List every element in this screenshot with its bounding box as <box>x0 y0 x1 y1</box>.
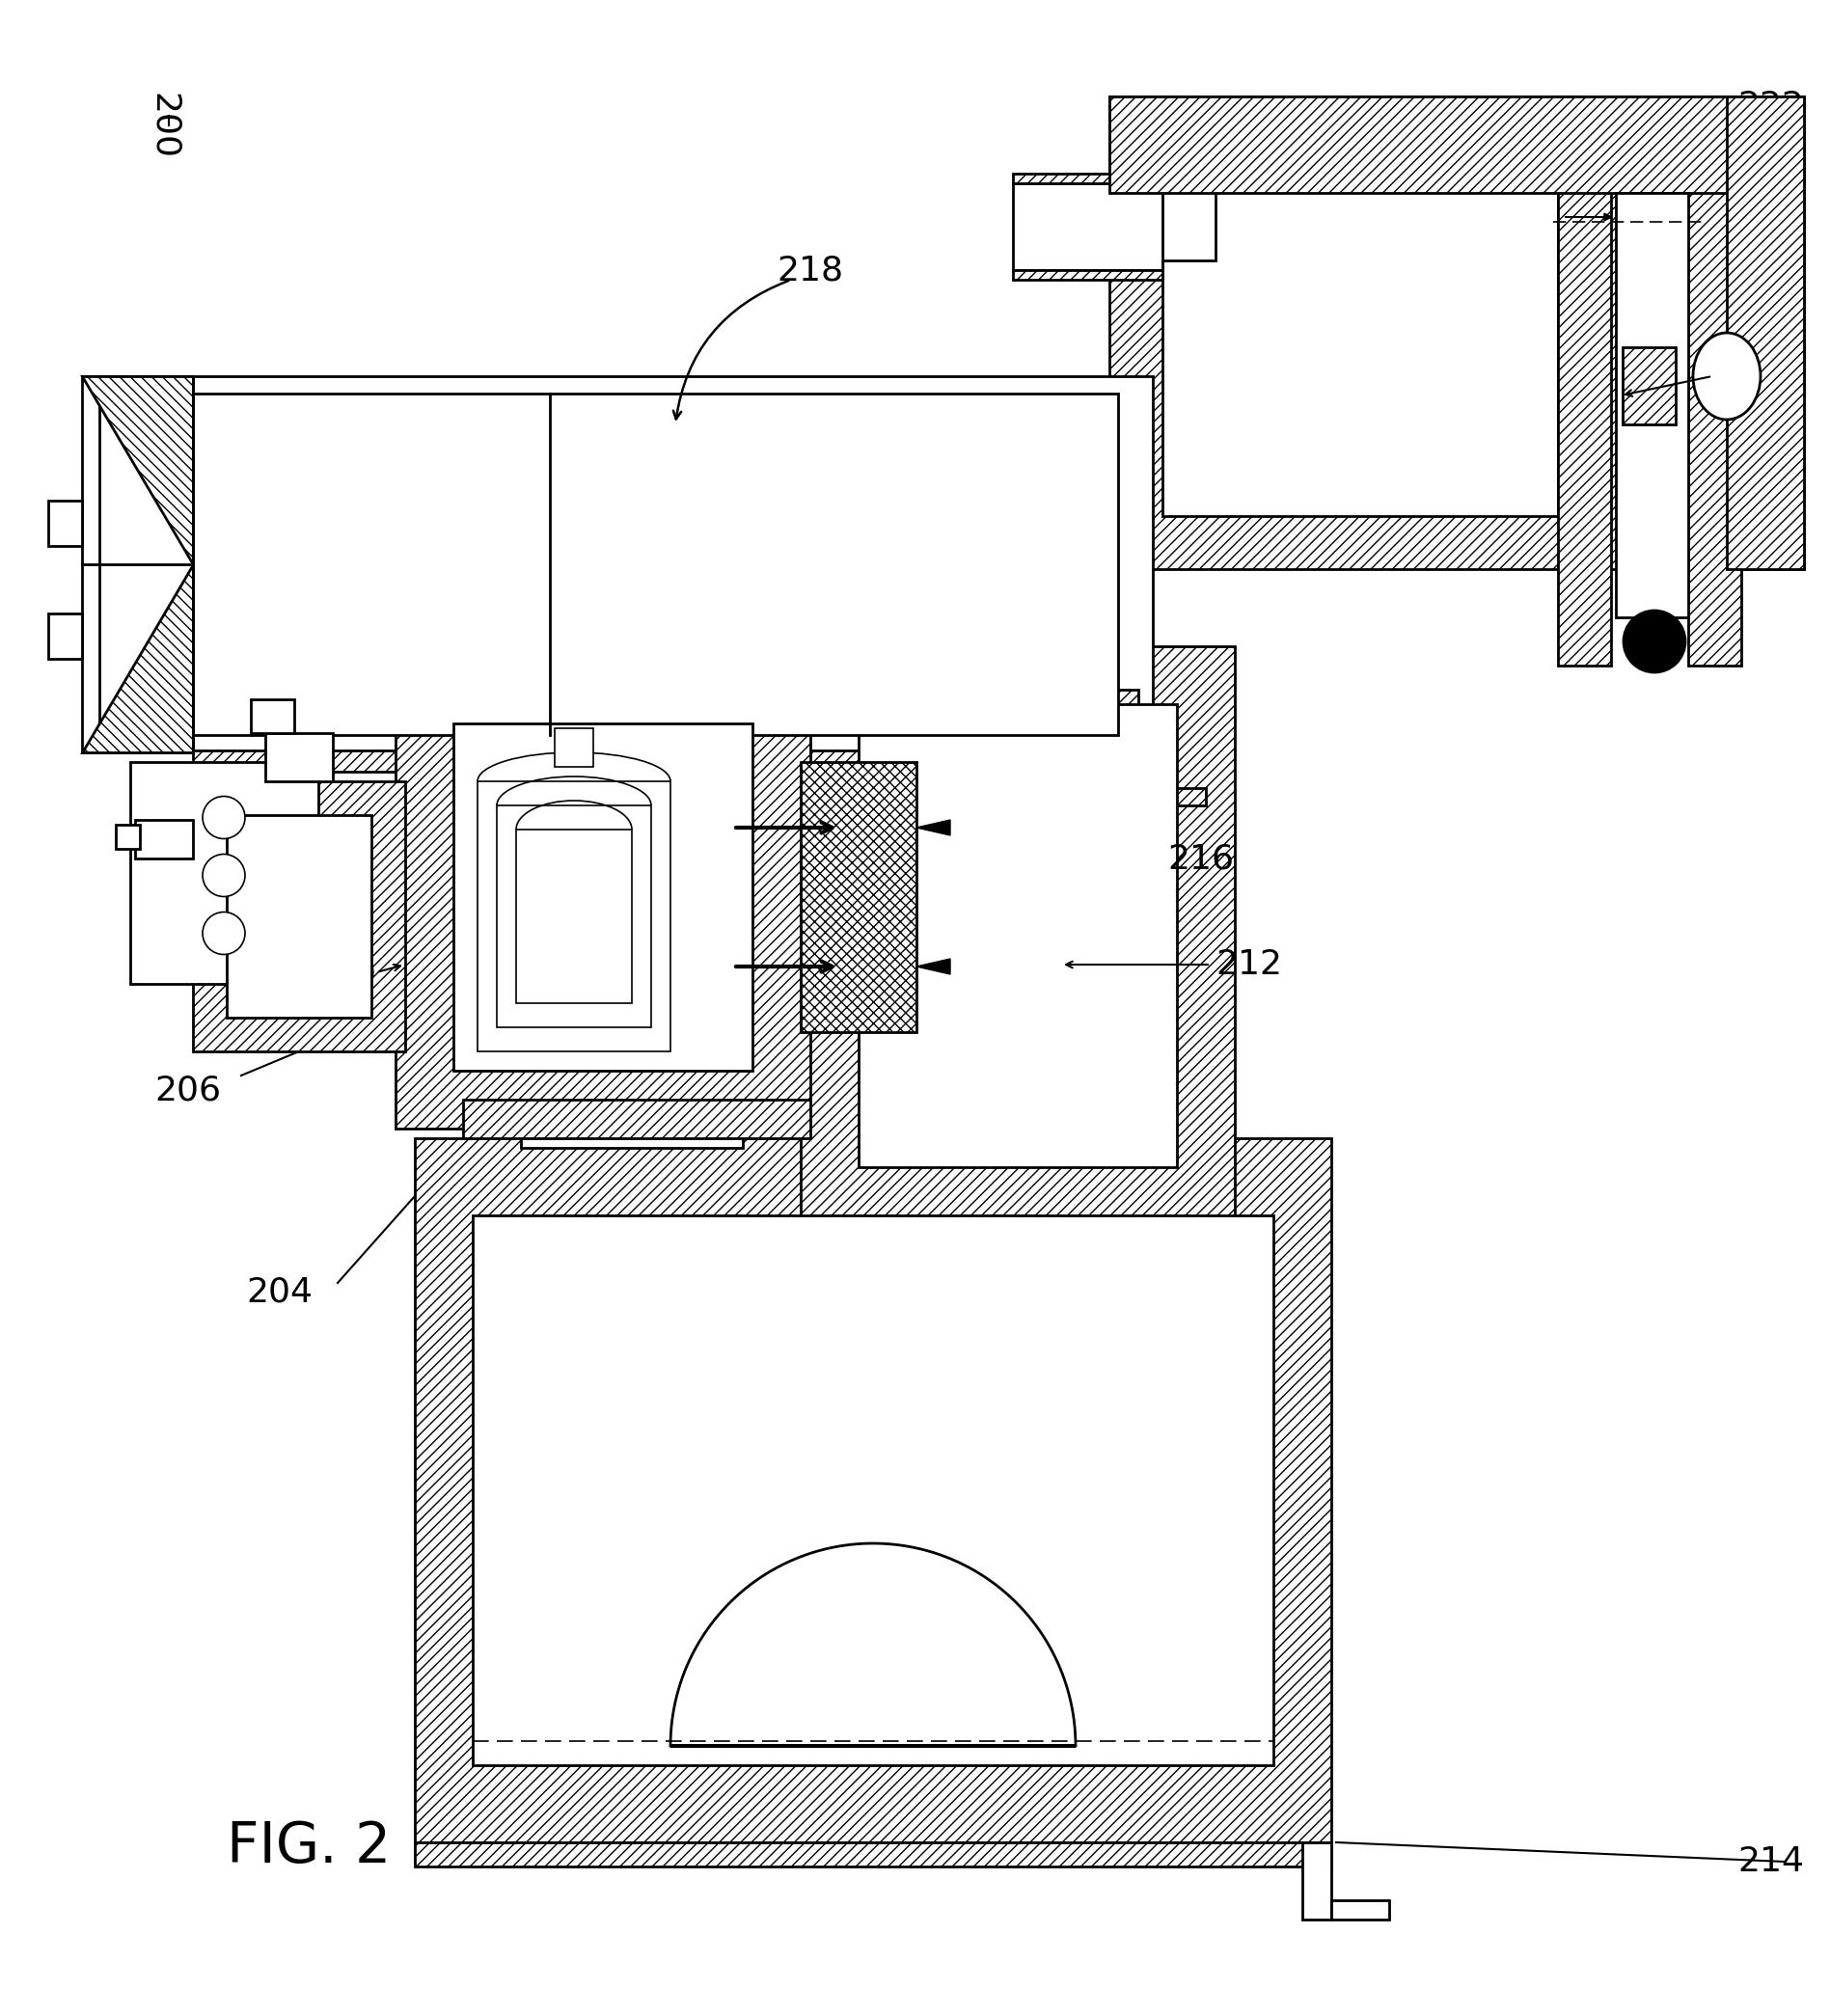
Circle shape <box>1623 611 1685 671</box>
Bar <box>48 613 82 659</box>
Bar <box>415 1139 1330 1843</box>
Text: 222: 222 <box>1737 89 1804 123</box>
Bar <box>1689 97 1742 665</box>
Bar <box>802 647 1235 1226</box>
Bar <box>1623 347 1676 425</box>
Bar <box>1303 1843 1330 1919</box>
Polygon shape <box>82 564 192 752</box>
Bar <box>522 1129 743 1147</box>
Bar <box>395 665 811 1129</box>
Text: 206: 206 <box>156 1075 221 1107</box>
Circle shape <box>203 855 245 897</box>
Bar <box>192 782 404 1052</box>
Bar <box>82 377 1153 752</box>
Bar <box>115 825 139 849</box>
Bar <box>135 821 192 859</box>
Bar <box>1109 97 1804 569</box>
Bar <box>1330 1901 1389 1919</box>
Bar <box>463 1099 811 1139</box>
Text: 218: 218 <box>778 254 844 286</box>
Text: 212: 212 <box>1215 948 1283 982</box>
Bar <box>1616 194 1689 617</box>
Bar <box>496 806 651 1028</box>
Bar <box>48 500 82 546</box>
Bar <box>516 829 631 1004</box>
Bar <box>1014 270 1162 280</box>
Text: FIG. 2: FIG. 2 <box>227 1820 392 1875</box>
Bar <box>454 724 752 1070</box>
Bar <box>802 762 917 1032</box>
Text: 204: 204 <box>247 1276 313 1308</box>
Bar <box>1014 714 1138 772</box>
Bar <box>1728 97 1804 569</box>
Bar <box>1109 97 1804 194</box>
Text: 200: 200 <box>148 93 181 159</box>
Bar <box>227 814 371 1018</box>
Circle shape <box>203 796 245 839</box>
Bar <box>858 704 1177 1167</box>
Bar <box>554 728 593 766</box>
Bar <box>1014 788 1206 806</box>
Bar <box>472 1216 1274 1766</box>
Ellipse shape <box>1693 333 1760 419</box>
Bar <box>1014 689 1138 714</box>
Bar <box>1162 149 1557 516</box>
Bar <box>1014 183 1162 270</box>
Polygon shape <box>82 377 192 564</box>
Bar <box>130 762 318 984</box>
Text: 210: 210 <box>309 958 377 990</box>
Bar <box>265 734 333 782</box>
Bar <box>1557 97 1610 665</box>
Bar <box>478 782 670 1052</box>
Polygon shape <box>917 960 950 974</box>
Bar <box>1014 173 1162 183</box>
Text: 220: 220 <box>1717 359 1784 393</box>
Bar <box>415 1843 1330 1867</box>
Circle shape <box>203 911 245 954</box>
Text: 216: 216 <box>1168 843 1233 875</box>
Text: 214: 214 <box>1737 1845 1804 1879</box>
Polygon shape <box>670 1544 1076 1746</box>
Bar <box>251 700 295 734</box>
Bar <box>99 393 1118 736</box>
Bar <box>1138 183 1215 260</box>
Bar <box>192 750 1153 772</box>
Polygon shape <box>917 821 950 835</box>
